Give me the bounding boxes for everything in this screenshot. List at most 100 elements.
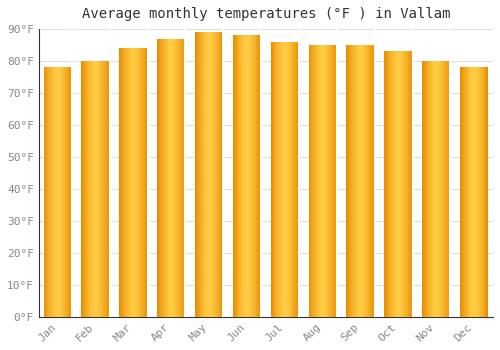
Bar [462, 68, 463, 317]
Bar [250, 35, 251, 317]
Bar [216, 32, 218, 317]
Bar [166, 38, 168, 317]
Bar [374, 45, 375, 317]
Bar [158, 38, 159, 317]
Bar [388, 51, 389, 317]
Bar [442, 61, 443, 317]
Bar [400, 51, 402, 317]
Bar [160, 38, 161, 317]
Bar [308, 45, 310, 317]
Bar [195, 32, 224, 317]
Bar [180, 38, 181, 317]
Bar [215, 32, 216, 317]
Bar [394, 51, 396, 317]
Bar [58, 68, 59, 317]
Bar [284, 42, 285, 317]
Bar [408, 51, 409, 317]
Bar [184, 38, 186, 317]
Bar [177, 38, 178, 317]
Bar [318, 45, 319, 317]
Bar [298, 42, 299, 317]
Bar [444, 61, 445, 317]
Bar [336, 45, 337, 317]
Bar [355, 45, 356, 317]
Bar [104, 61, 105, 317]
Bar [198, 32, 200, 317]
Bar [234, 35, 236, 317]
Bar [334, 45, 335, 317]
Bar [172, 38, 173, 317]
Bar [211, 32, 212, 317]
Bar [438, 61, 439, 317]
Bar [44, 68, 72, 317]
Bar [128, 48, 130, 317]
Bar [240, 35, 242, 317]
Bar [281, 42, 282, 317]
Bar [346, 45, 348, 317]
Bar [88, 61, 89, 317]
Bar [296, 42, 297, 317]
Bar [285, 42, 286, 317]
Bar [463, 68, 464, 317]
Bar [484, 68, 486, 317]
Bar [106, 61, 107, 317]
Bar [481, 68, 482, 317]
Bar [315, 45, 316, 317]
Bar [474, 68, 475, 317]
Bar [66, 68, 67, 317]
Bar [136, 48, 137, 317]
Bar [91, 61, 92, 317]
Bar [436, 61, 437, 317]
Bar [82, 61, 84, 317]
Bar [331, 45, 332, 317]
Bar [389, 51, 390, 317]
Bar [214, 32, 215, 317]
Bar [176, 38, 177, 317]
Bar [409, 51, 410, 317]
Bar [178, 38, 179, 317]
Bar [392, 51, 394, 317]
Bar [86, 61, 87, 317]
Bar [437, 61, 438, 317]
Bar [446, 61, 448, 317]
Bar [159, 38, 160, 317]
Bar [470, 68, 472, 317]
Bar [288, 42, 290, 317]
Bar [54, 68, 55, 317]
Bar [137, 48, 138, 317]
Bar [294, 42, 296, 317]
Bar [52, 68, 53, 317]
Bar [57, 68, 58, 317]
Bar [353, 45, 354, 317]
Bar [460, 68, 461, 317]
Bar [364, 45, 366, 317]
Bar [96, 61, 98, 317]
Bar [352, 45, 353, 317]
Bar [126, 48, 127, 317]
Bar [94, 61, 96, 317]
Bar [209, 32, 210, 317]
Bar [360, 45, 362, 317]
Bar [213, 32, 214, 317]
Bar [366, 45, 367, 317]
Bar [391, 51, 392, 317]
Bar [272, 42, 274, 317]
Bar [440, 61, 441, 317]
Bar [312, 45, 313, 317]
Bar [46, 68, 48, 317]
Bar [60, 68, 62, 317]
Bar [279, 42, 280, 317]
Bar [373, 45, 374, 317]
Bar [258, 35, 260, 317]
Bar [163, 38, 164, 317]
Bar [422, 61, 423, 317]
Bar [477, 68, 478, 317]
Bar [51, 68, 52, 317]
Bar [362, 45, 364, 317]
Bar [157, 38, 158, 317]
Bar [270, 42, 272, 317]
Bar [443, 61, 444, 317]
Bar [146, 48, 148, 317]
Bar [162, 38, 163, 317]
Bar [324, 45, 326, 317]
